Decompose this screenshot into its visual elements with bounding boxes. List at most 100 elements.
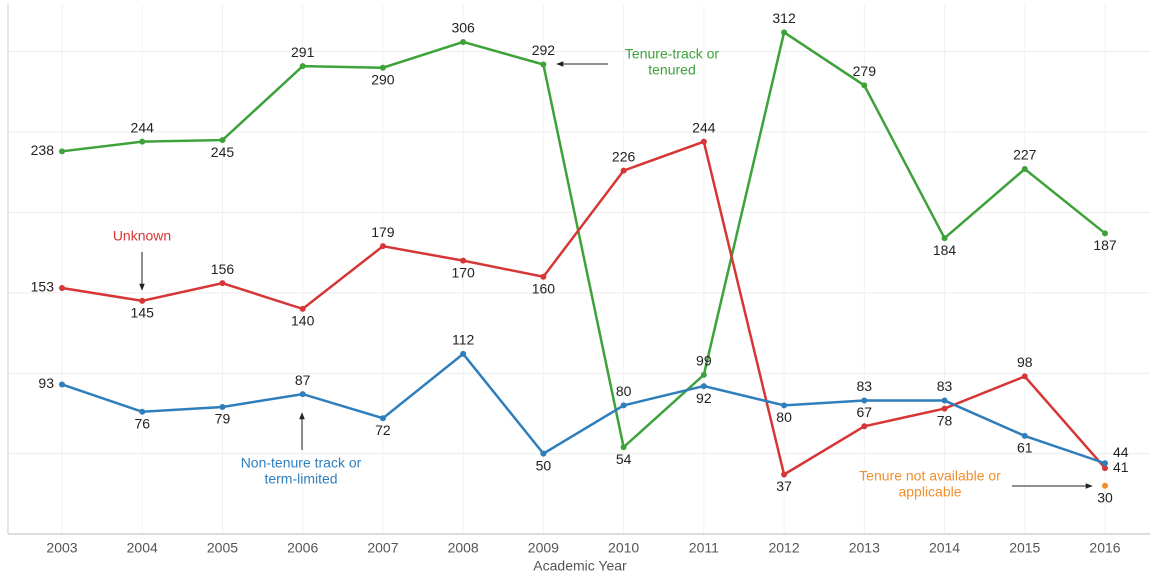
data-point xyxy=(379,415,386,422)
data-point xyxy=(460,38,467,45)
data-point xyxy=(781,29,788,36)
annotation: Non-tenure track or xyxy=(241,455,362,471)
data-point xyxy=(700,383,707,390)
data-label: 80 xyxy=(776,409,792,425)
data-point xyxy=(1102,482,1108,489)
data-point xyxy=(540,450,547,457)
data-point xyxy=(299,305,306,312)
data-label: 30 xyxy=(1097,489,1113,505)
data-point xyxy=(219,280,226,287)
x-tick-label: 2011 xyxy=(689,540,719,556)
data-point xyxy=(620,167,627,174)
data-label: 112 xyxy=(452,332,475,348)
x-axis-title: Academic Year xyxy=(533,558,627,574)
data-point xyxy=(861,82,868,89)
data-point xyxy=(379,243,386,250)
data-point xyxy=(59,381,65,388)
annotation: Tenure-track or xyxy=(625,46,719,62)
data-point xyxy=(941,397,948,404)
data-label: 244 xyxy=(131,119,155,135)
data-point xyxy=(219,137,226,144)
data-label: 244 xyxy=(692,119,716,135)
data-point xyxy=(540,273,547,280)
data-label: 291 xyxy=(291,44,315,60)
data-label: 292 xyxy=(532,42,556,58)
data-label: 92 xyxy=(696,390,712,406)
data-label: 83 xyxy=(937,378,953,394)
data-point xyxy=(941,235,948,242)
data-label: 50 xyxy=(536,457,552,473)
data-label: 98 xyxy=(1017,354,1033,370)
data-point xyxy=(139,138,146,145)
data-label: 54 xyxy=(616,451,632,467)
x-tick-label: 2015 xyxy=(1009,540,1040,556)
data-point xyxy=(941,405,948,412)
data-label: 312 xyxy=(772,10,796,26)
data-label: 79 xyxy=(215,411,231,427)
data-label: 99 xyxy=(696,353,712,369)
data-label: 72 xyxy=(375,422,391,438)
x-tick-label: 2013 xyxy=(849,540,880,556)
data-point xyxy=(1102,230,1108,237)
data-point xyxy=(781,402,788,409)
data-label: 184 xyxy=(933,242,957,258)
data-point xyxy=(700,138,707,145)
data-label: 61 xyxy=(1017,440,1033,456)
data-point xyxy=(379,64,386,71)
data-label: 93 xyxy=(38,375,54,391)
data-label: 279 xyxy=(853,63,877,79)
x-tick-label: 2008 xyxy=(448,540,479,556)
data-label: 83 xyxy=(857,378,873,394)
x-tick-label: 2010 xyxy=(608,540,639,556)
data-point xyxy=(219,403,226,410)
data-point xyxy=(299,391,306,398)
annotation: applicable xyxy=(898,484,961,500)
data-point xyxy=(1021,432,1028,439)
annotation: term-limited xyxy=(264,471,337,487)
data-point xyxy=(139,297,146,304)
x-tick-label: 2004 xyxy=(127,540,158,556)
annotation: Unknown xyxy=(113,228,171,244)
data-label: 227 xyxy=(1013,147,1037,163)
x-tick-label: 2014 xyxy=(929,540,960,556)
data-point xyxy=(620,402,627,409)
data-label: 238 xyxy=(31,142,55,158)
data-label: 245 xyxy=(211,144,235,160)
data-point xyxy=(59,284,65,291)
annotation: tenured xyxy=(648,62,695,78)
data-point xyxy=(781,471,788,478)
data-point xyxy=(460,350,467,357)
annotation: Tenure not available or xyxy=(859,468,1001,484)
series-line xyxy=(61,30,1106,450)
data-label: 160 xyxy=(532,280,556,296)
data-label: 140 xyxy=(291,313,315,329)
grid xyxy=(8,5,1150,535)
x-tick-label: 2016 xyxy=(1089,540,1120,556)
data-point xyxy=(1102,460,1108,467)
x-tick-label: 2006 xyxy=(287,540,318,556)
data-point xyxy=(1021,166,1028,173)
data-label: 78 xyxy=(937,412,953,428)
data-label: 67 xyxy=(857,404,873,420)
data-label: 156 xyxy=(211,261,235,277)
data-point xyxy=(861,423,868,430)
data-point xyxy=(620,444,627,451)
data-label: 37 xyxy=(776,478,792,494)
data-point xyxy=(540,61,547,68)
data-label: 226 xyxy=(612,148,636,164)
data-label: 41 xyxy=(1113,459,1129,475)
data-point xyxy=(861,397,868,404)
data-point xyxy=(1102,465,1108,472)
data-point xyxy=(1021,373,1028,380)
data-label: 87 xyxy=(295,372,311,388)
data-label: 290 xyxy=(371,71,395,87)
data-point xyxy=(299,63,306,70)
x-tick-label: 2003 xyxy=(46,540,77,556)
data-label: 153 xyxy=(31,279,55,295)
data-label: 80 xyxy=(616,383,632,399)
data-label: 187 xyxy=(1093,237,1117,253)
series-line xyxy=(61,140,1106,477)
x-tick-label: 2005 xyxy=(207,540,238,556)
data-point xyxy=(700,371,707,378)
